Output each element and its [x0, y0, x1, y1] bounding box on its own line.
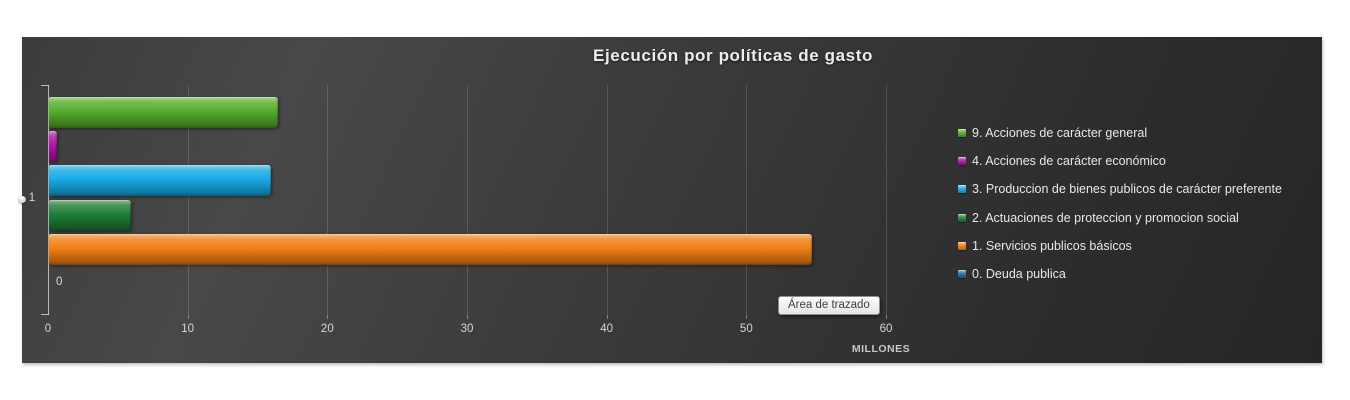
chart-selection-handle[interactable]	[19, 196, 26, 203]
category-axis-line	[48, 85, 49, 315]
value-axis-tick-label: 30	[460, 323, 474, 335]
legend-item-9[interactable]: 9. Acciones de carácter general	[958, 125, 1147, 141]
axis-tick	[467, 315, 468, 319]
gridline	[467, 85, 468, 315]
value-axis-tick-label: 60	[879, 323, 893, 335]
value-axis-unit-label: MILLONES	[851, 343, 911, 355]
legend-marker-icon	[958, 213, 966, 222]
legend-label: 9. Acciones de carácter general	[972, 126, 1148, 140]
category-axis-label: 1	[28, 192, 36, 204]
bar-9[interactable]	[49, 97, 279, 128]
plot-area-tooltip: Área de trazado	[778, 296, 880, 315]
legend-label: 2. Actuaciones de proteccion y promocion…	[972, 210, 1239, 225]
axis-tick	[886, 315, 887, 319]
gridline	[606, 85, 608, 315]
bar-4[interactable]	[49, 131, 58, 163]
legend-label: 3. Produccion de bienes publicos de cará…	[972, 182, 1282, 197]
value-axis-tick-label: 10	[181, 323, 195, 335]
axis-tick-top	[41, 85, 49, 86]
axis-tick	[187, 315, 189, 319]
chart-title[interactable]: Ejecución por políticas de gasto	[593, 46, 873, 65]
gridline	[746, 85, 748, 315]
legend-label: 0. Deuda publica	[972, 267, 1066, 281]
legend-marker-icon	[958, 129, 966, 137]
legend-marker-icon	[958, 241, 966, 250]
value-axis-tick-label: 40	[600, 323, 614, 335]
legend-item-0[interactable]: 0. Deuda publica	[958, 266, 1066, 282]
value-axis-tick-label: 0	[44, 323, 52, 335]
bar-1[interactable]	[49, 233, 812, 265]
axis-tick	[746, 315, 748, 319]
axis-tick	[327, 315, 329, 319]
legend-item-3[interactable]: 3. Produccion de bienes publicos de cará…	[958, 181, 1282, 197]
axis-tick	[606, 315, 608, 319]
legend-label: 1. Servicios publicos básicos	[972, 238, 1132, 253]
gridline	[327, 85, 329, 315]
legend-marker-icon	[958, 270, 966, 278]
legend-label: 4. Acciones de carácter económico	[972, 154, 1166, 169]
data-label: 0	[56, 276, 63, 288]
legend-item-2[interactable]: 2. Actuaciones de proteccion y promocion…	[958, 210, 1239, 226]
bar-3[interactable]	[49, 165, 272, 197]
gridline	[886, 85, 887, 315]
legend-item-1[interactable]: 1. Servicios publicos básicos	[958, 238, 1132, 254]
legend-item-4[interactable]: 4. Acciones de carácter económico	[958, 153, 1166, 169]
value-axis-tick-label: 20	[320, 323, 334, 335]
axis-tick-bottom	[41, 314, 49, 315]
chart-area[interactable]: Ejecución por políticas de gasto 0 1 0 10…	[19, 37, 1322, 363]
legend-marker-icon	[958, 157, 966, 166]
value-axis-tick-label: 50	[739, 323, 753, 335]
legend-marker-icon	[958, 185, 966, 194]
gridline	[187, 85, 189, 315]
bar-2[interactable]	[49, 199, 132, 231]
